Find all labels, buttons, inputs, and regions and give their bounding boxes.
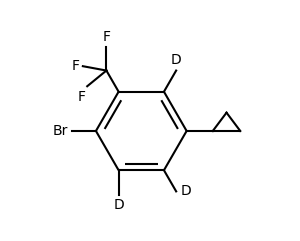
Text: D: D (113, 198, 124, 212)
Text: D: D (171, 53, 182, 67)
Text: Br: Br (53, 124, 68, 138)
Text: F: F (71, 59, 80, 73)
Text: F: F (77, 90, 86, 104)
Text: D: D (181, 184, 191, 198)
Text: F: F (102, 29, 110, 44)
